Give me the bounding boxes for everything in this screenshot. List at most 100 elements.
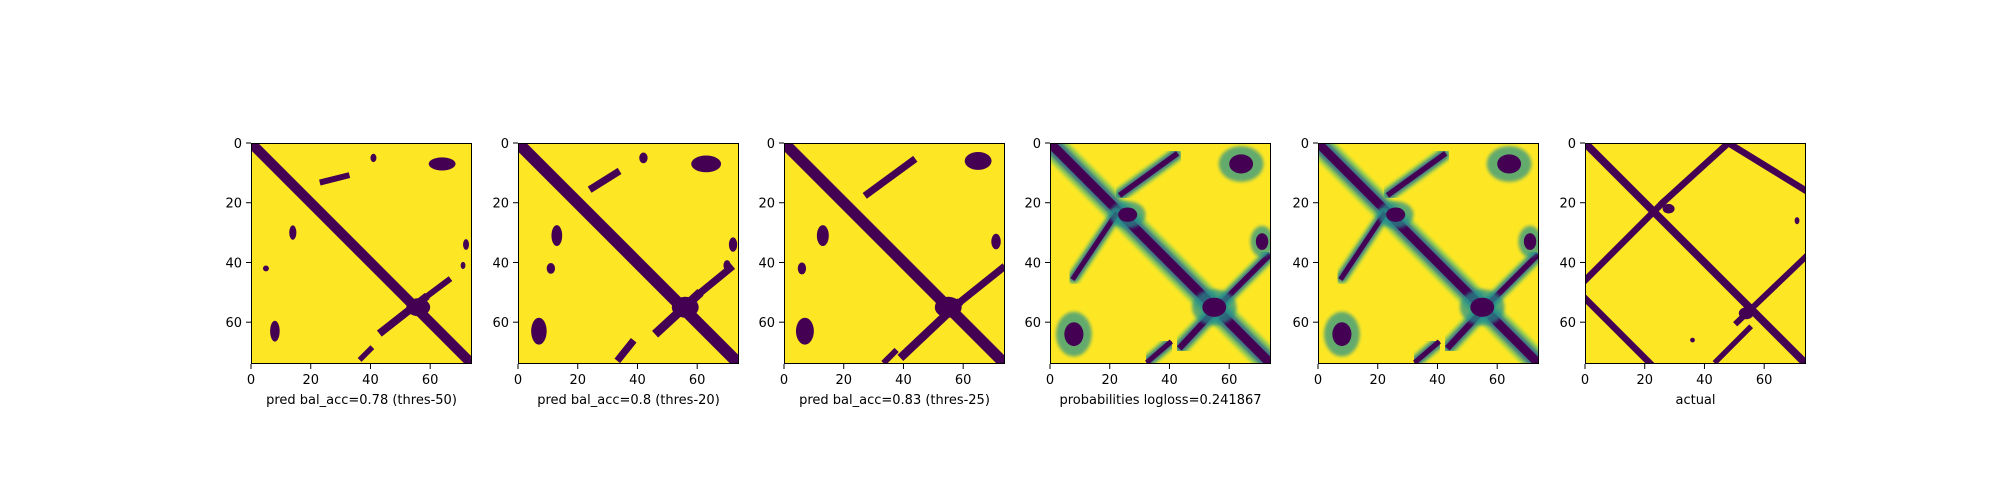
y-tick-label: 40 [1024, 256, 1041, 271]
contact-band [1487, 252, 1539, 306]
x-tick-label: 0 [1314, 373, 1322, 388]
contact-band [1318, 143, 1539, 364]
contact-blob [991, 233, 1001, 250]
y-tick-label: 20 [225, 197, 242, 212]
contact-band [1145, 339, 1173, 364]
y-tick-label: 0 [767, 137, 775, 152]
contact-blob [797, 262, 807, 275]
y-tick-label: 60 [225, 316, 242, 331]
y-tick-label: 20 [1292, 197, 1309, 212]
y-tick-label: 40 [1292, 256, 1309, 271]
contact-band [881, 347, 899, 364]
axes-frame [1585, 143, 1806, 364]
x-tick-label: 60 [955, 373, 972, 388]
contact-blob [1118, 207, 1138, 222]
contact-band [251, 143, 472, 364]
y-tick-label: 40 [1559, 256, 1576, 271]
axes-frame [518, 143, 739, 364]
contact-blob [671, 296, 699, 318]
x-tick-label: 60 [1489, 373, 1506, 388]
contact-blob [289, 225, 297, 240]
contact-blob [262, 265, 269, 272]
x-tick-label: 60 [1221, 373, 1238, 388]
y-tick-label: 60 [1292, 316, 1309, 331]
contact-band [692, 263, 736, 301]
y-tick-label: 40 [492, 256, 509, 271]
x-tick-label: 20 [1369, 373, 1386, 388]
contact-blob [406, 298, 431, 317]
heatmap-cells [1318, 143, 1539, 364]
y-tick-label: 60 [758, 316, 775, 331]
x-tick-label: 60 [1756, 373, 1773, 388]
x-tick-label: 20 [835, 373, 852, 388]
contact-blob [1497, 154, 1522, 174]
x-tick-label: 40 [629, 373, 646, 388]
contact-band [518, 143, 739, 364]
contact-blob [1794, 217, 1800, 225]
x-tick-label: 40 [1429, 373, 1446, 388]
heatmap-panels: 0 20 40 60 0 20 40 60 pred bal_acc=0.78 (thres-5… [225, 137, 1806, 408]
x-tick-label: 0 [1046, 373, 1054, 388]
contact-band [1585, 198, 1668, 286]
contact-blob [463, 239, 470, 250]
contact-band [1050, 143, 1271, 364]
x-tick-label: 20 [302, 373, 319, 388]
contact-band [1723, 143, 1806, 195]
y-tick-label: 60 [492, 316, 509, 331]
contact-blob [1523, 233, 1537, 250]
contact-band [1585, 143, 1806, 364]
contact-band [1219, 252, 1271, 306]
contact-blob [460, 261, 466, 270]
heatmap-panel-3: 0 20 40 60 0 20 40 60 pred bal_acc=0.83 (thres-2… [758, 137, 1005, 408]
contact-blob [531, 317, 547, 345]
heatmap-panel-1: 0 20 40 60 0 20 40 60 pred bal_acc=0.78 (thres-5… [225, 137, 472, 408]
heatmap-cells [1585, 143, 1806, 364]
contact-blob [1386, 207, 1406, 222]
contact-blob [723, 260, 731, 271]
heatmap-cells [251, 143, 472, 364]
y-tick-label: 20 [1559, 197, 1576, 212]
contact-blob [546, 263, 556, 274]
axes-frame [251, 143, 472, 364]
heatmap-panel-5: 0 20 40 60 0 20 40 60 [1292, 137, 1539, 388]
contact-blob [1738, 307, 1754, 320]
contact-band [952, 263, 1005, 310]
x-tick-label: 0 [780, 373, 788, 388]
contact-band [1117, 151, 1180, 198]
contact-blob [1064, 322, 1084, 347]
contact-band [862, 155, 918, 199]
heatmap-panel-4: 0 20 40 60 0 20 40 60 probabilities logloss=0.24… [1024, 137, 1271, 408]
x-tick-label: 0 [1581, 373, 1589, 388]
x-tick-label: 40 [362, 373, 379, 388]
x-tick-label: 60 [422, 373, 439, 388]
y-tick-label: 40 [758, 256, 775, 271]
contact-blob [1229, 154, 1254, 174]
y-tick-label: 0 [1033, 137, 1041, 152]
x-axis-label: pred bal_acc=0.78 (thres-50) [266, 393, 457, 408]
x-tick-label: 20 [1101, 373, 1118, 388]
contact-blob [816, 225, 829, 247]
x-tick-label: 20 [1636, 373, 1653, 388]
heatmap-cells [784, 143, 1005, 364]
y-tick-label: 0 [234, 137, 242, 152]
contact-blob [691, 155, 722, 173]
contact-band [1658, 143, 1733, 208]
y-tick-label: 0 [1301, 137, 1309, 152]
y-tick-label: 60 [1024, 316, 1041, 331]
y-tick-label: 0 [501, 137, 509, 152]
contact-blob [1662, 203, 1675, 214]
axes-frame [1050, 143, 1271, 364]
x-tick-label: 40 [1161, 373, 1178, 388]
contact-blob [1202, 297, 1227, 317]
x-axis-label: probabilities logloss=0.241867 [1059, 393, 1261, 408]
contact-blob [1332, 322, 1352, 347]
x-axis-label: pred bal_acc=0.83 (thres-25) [799, 393, 990, 408]
contact-blob [370, 153, 377, 163]
contact-blob [639, 152, 648, 164]
contact-band [420, 276, 453, 303]
y-tick-label: 60 [1559, 316, 1576, 331]
contact-blob [270, 320, 280, 342]
y-tick-label: 20 [1024, 197, 1041, 212]
contact-band [1070, 211, 1120, 281]
